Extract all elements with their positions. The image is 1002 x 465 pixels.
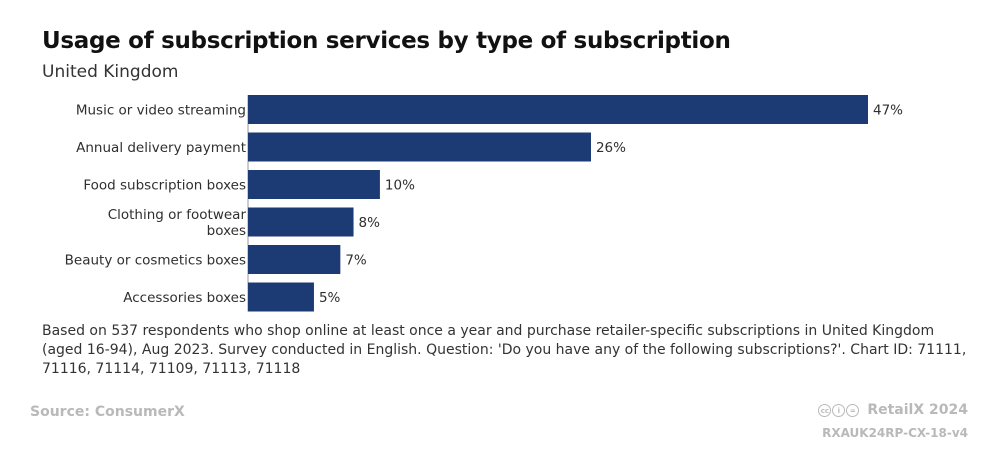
value-label-3: 8% (359, 215, 381, 231)
category-label-2: Food subscription boxes (83, 178, 246, 194)
by-icon: i (832, 403, 846, 417)
bar-3 (248, 207, 354, 237)
bar-2 (248, 170, 380, 199)
category-label-1: Annual delivery payment (76, 140, 246, 156)
category-label-0: Music or video streaming (76, 103, 246, 119)
value-label-5: 5% (319, 290, 341, 306)
bar-1 (248, 132, 591, 162)
bar-5 (248, 282, 314, 312)
category-label-4: Beauty or cosmetics boxes (65, 253, 246, 269)
bar-0 (248, 95, 868, 124)
creative-commons-icon: cc i = (818, 403, 860, 417)
brand-block: cc i = RetailX 2024 (818, 402, 968, 418)
category-label-5: Accessories boxes (123, 290, 246, 306)
chart-title: Usage of subscription services by type o… (42, 28, 731, 54)
bar-4 (248, 245, 341, 274)
cc-icon: cc (818, 403, 832, 417)
nd-icon: = (846, 403, 860, 417)
value-label-4: 7% (345, 253, 367, 269)
chart-note: Based on 537 respondents who shop online… (42, 323, 967, 377)
value-label-1: 26% (596, 140, 626, 156)
bar-chart: 47% Music or video streaming 26% Annual del… (65, 95, 903, 312)
value-label-0: 47% (873, 103, 903, 119)
source-label: Source: ConsumerX (30, 404, 185, 420)
chart-subtitle: United Kingdom (42, 62, 179, 82)
chart-id-label: RXAUK24RP-CX-18-v4 (822, 426, 968, 440)
category-label-3: Clothing or footwear boxes (108, 207, 247, 239)
value-label-2: 10% (385, 178, 415, 194)
brand-label: RetailX 2024 (867, 402, 968, 418)
